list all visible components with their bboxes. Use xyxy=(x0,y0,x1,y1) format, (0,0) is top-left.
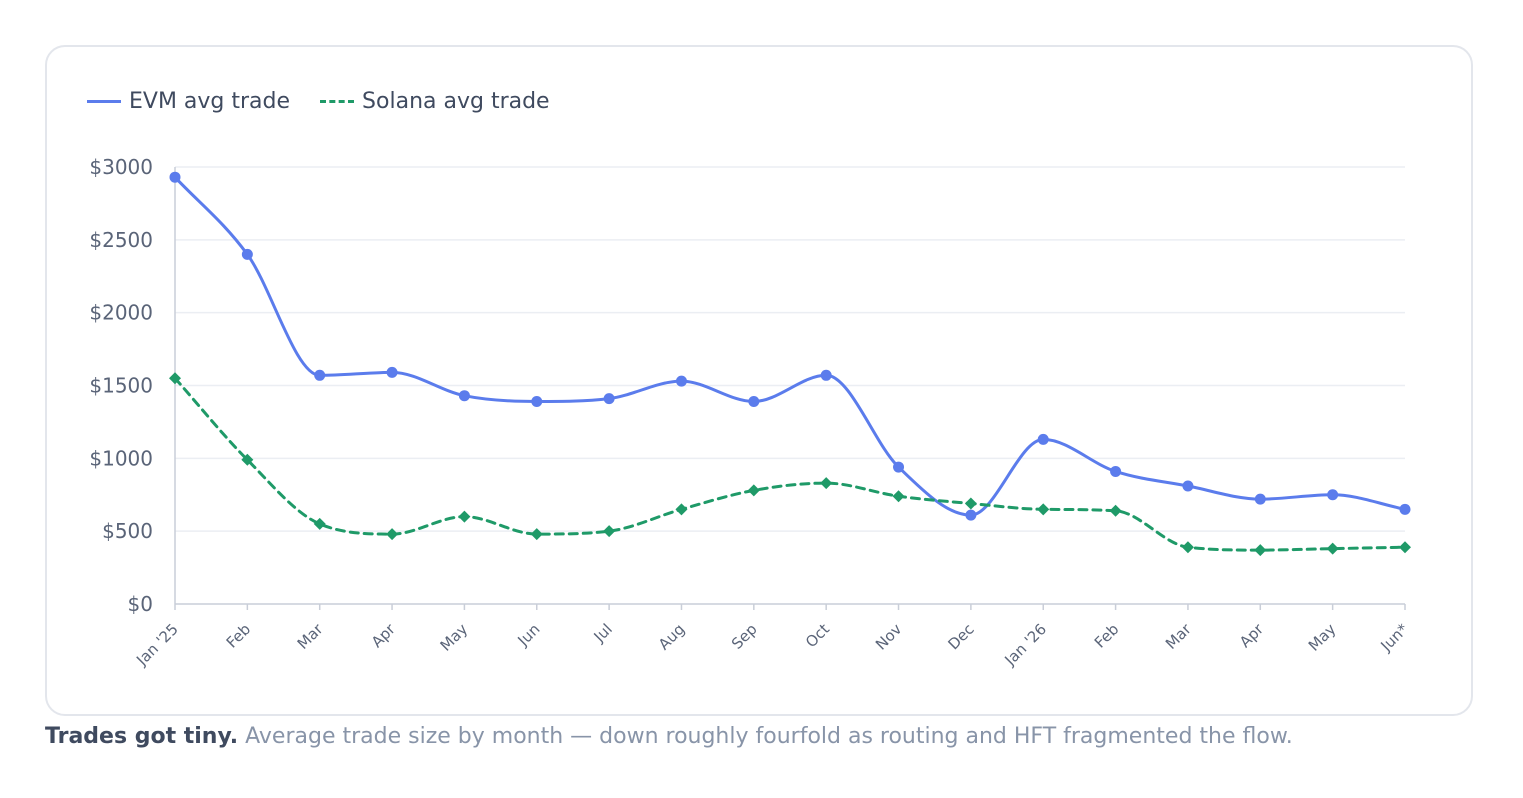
data-point-solana xyxy=(675,503,688,516)
legend-label-evm: EVM avg trade xyxy=(129,89,291,114)
x-tick-label: Feb xyxy=(223,620,255,652)
data-point-evm xyxy=(1037,433,1049,445)
data-point-evm xyxy=(893,461,905,473)
data-point-evm xyxy=(531,396,543,408)
data-point-evm xyxy=(1327,489,1339,501)
data-point-evm xyxy=(314,369,326,381)
data-point-evm xyxy=(1254,493,1266,505)
caption-lead: Trades got tiny. xyxy=(45,724,239,749)
data-point-evm xyxy=(386,366,398,378)
data-point-solana xyxy=(1109,504,1122,517)
y-tick-label: $3000 xyxy=(89,155,153,179)
data-point-evm xyxy=(169,171,181,183)
series-line-solana xyxy=(173,376,1407,552)
x-tick-label: May xyxy=(1305,620,1340,655)
line-chart: $0 $500 $1000 $1500 $2000 $2500 $3000 Jan '25 Fe… xyxy=(89,155,1413,670)
x-tick-label: May xyxy=(437,620,472,655)
y-tick-label: $2000 xyxy=(89,301,153,325)
legend-item-solana[interactable]: Solana avg trade xyxy=(320,89,550,114)
data-point-evm xyxy=(1399,503,1411,515)
data-point-solana xyxy=(892,490,905,503)
chart-legend: EVM avg trade Solana avg trade xyxy=(87,89,550,114)
x-tick-label: Apr xyxy=(1236,620,1268,652)
data-point-solana xyxy=(747,484,760,497)
data-point-solana xyxy=(1254,544,1267,557)
data-point-solana xyxy=(169,372,181,385)
x-tick-label: Apr xyxy=(368,620,400,652)
data-point-solana xyxy=(313,517,326,530)
data-point-solana xyxy=(386,528,399,541)
data-point-solana xyxy=(458,510,471,523)
y-tick-label: $1500 xyxy=(89,374,153,398)
legend-swatch-evm xyxy=(87,100,121,103)
data-point-evm xyxy=(458,390,470,402)
x-tick-label: Jan '26 xyxy=(1000,620,1050,670)
data-point-solana xyxy=(820,477,833,490)
chart-caption: Trades got tiny. Average trade size by m… xyxy=(45,724,1293,749)
x-tick-label: Feb xyxy=(1091,620,1123,652)
data-point-evm xyxy=(241,248,253,260)
y-tick-label: $0 xyxy=(128,592,153,616)
caption-text: Average trade size by month — down rough… xyxy=(238,724,1293,749)
data-point-evm xyxy=(675,375,687,387)
data-point-solana xyxy=(964,497,977,510)
data-point-evm xyxy=(1182,480,1194,492)
legend-label-solana: Solana avg trade xyxy=(362,89,550,114)
data-point-evm xyxy=(748,396,760,408)
legend-item-evm[interactable]: EVM avg trade xyxy=(87,89,290,114)
data-point-solana xyxy=(1037,503,1050,516)
data-point-solana xyxy=(241,453,254,466)
x-tick-label: Jul xyxy=(590,620,616,646)
data-point-solana xyxy=(1399,541,1411,554)
data-point-solana xyxy=(1181,541,1194,554)
series-line-evm xyxy=(173,175,1407,517)
x-tick-label: Jan '25 xyxy=(132,620,182,670)
data-point-solana xyxy=(603,525,616,538)
y-tick-label: $1000 xyxy=(89,446,153,470)
data-point-evm xyxy=(820,369,832,381)
data-point-solana xyxy=(1326,542,1339,555)
x-tick-label: Mar xyxy=(1162,620,1195,653)
x-tick-label: Oct xyxy=(802,620,833,651)
x-tick-label: Sep xyxy=(728,620,761,653)
legend-swatch-solana xyxy=(320,100,355,103)
x-tick-label: Aug xyxy=(655,620,688,653)
data-point-solana xyxy=(530,528,543,541)
y-tick-label: $500 xyxy=(102,519,153,543)
data-point-evm xyxy=(603,393,615,405)
x-tick-label: Dec xyxy=(944,620,977,653)
data-point-evm xyxy=(1110,465,1122,477)
x-tick-label: Jun xyxy=(514,620,544,650)
y-tick-label: $2500 xyxy=(89,228,153,252)
x-tick-label: Nov xyxy=(872,620,906,654)
data-point-evm xyxy=(965,509,977,521)
x-tick-label: Jun* xyxy=(1377,620,1413,656)
x-tick-label: Mar xyxy=(294,620,327,653)
